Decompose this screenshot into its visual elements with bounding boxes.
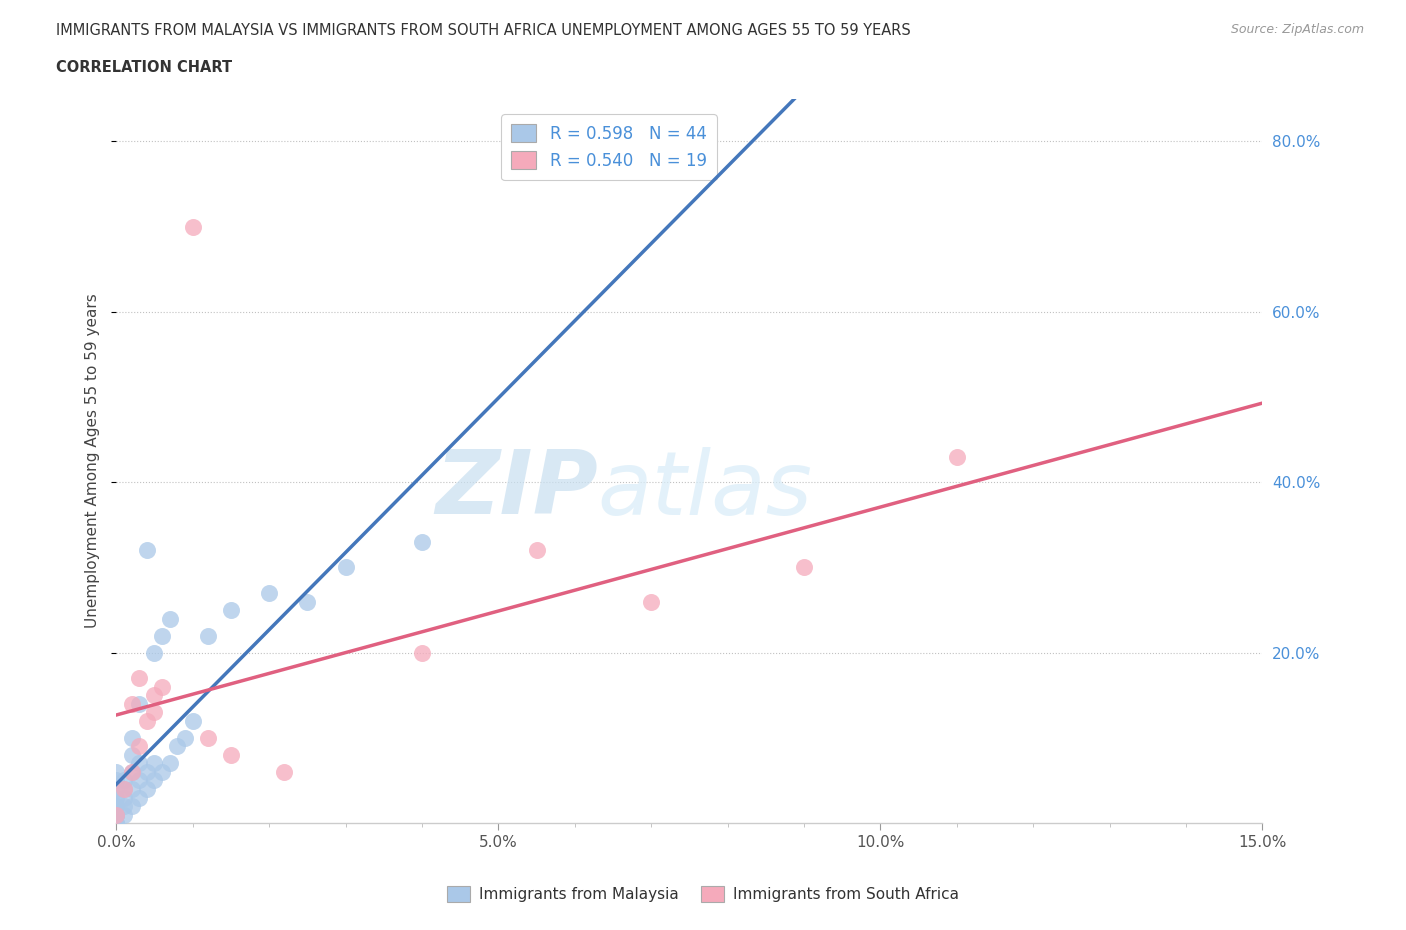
Legend: R = 0.598   N = 44, R = 0.540   N = 19: R = 0.598 N = 44, R = 0.540 N = 19 <box>502 114 717 179</box>
Point <box>150 628 173 643</box>
Point <box>105 799 128 814</box>
Point <box>135 764 157 779</box>
Legend: Immigrants from Malaysia, Immigrants from South Africa: Immigrants from Malaysia, Immigrants fro… <box>440 880 966 909</box>
Text: ZIP: ZIP <box>434 446 598 534</box>
Point <box>121 748 143 763</box>
Point <box>159 756 181 771</box>
Point <box>793 560 815 575</box>
Point <box>411 535 433 550</box>
Point <box>105 807 128 822</box>
Point <box>112 807 135 822</box>
Point <box>105 807 128 822</box>
Point <box>143 773 166 788</box>
Point <box>135 543 157 558</box>
Point <box>128 671 150 685</box>
Point <box>257 586 280 601</box>
Point <box>128 697 150 711</box>
Point <box>105 799 128 814</box>
Point <box>946 449 969 464</box>
Point <box>143 756 166 771</box>
Point <box>105 807 128 822</box>
Point <box>121 799 143 814</box>
Point <box>128 739 150 754</box>
Point <box>197 628 219 643</box>
Point <box>105 764 128 779</box>
Point <box>121 764 143 779</box>
Point <box>112 781 135 796</box>
Point <box>273 764 295 779</box>
Point <box>105 781 128 796</box>
Point <box>526 543 548 558</box>
Point <box>105 773 128 788</box>
Point <box>105 816 128 830</box>
Point <box>411 645 433 660</box>
Point <box>135 713 157 728</box>
Point <box>143 645 166 660</box>
Point <box>219 603 242 618</box>
Point <box>159 611 181 626</box>
Point <box>219 748 242 763</box>
Point <box>640 594 662 609</box>
Y-axis label: Unemployment Among Ages 55 to 59 years: Unemployment Among Ages 55 to 59 years <box>86 294 100 629</box>
Text: CORRELATION CHART: CORRELATION CHART <box>56 60 232 75</box>
Point <box>297 594 319 609</box>
Point <box>150 679 173 694</box>
Point <box>112 773 135 788</box>
Point <box>112 790 135 805</box>
Point <box>121 781 143 796</box>
Point <box>112 799 135 814</box>
Point <box>181 713 204 728</box>
Point <box>197 730 219 745</box>
Point <box>105 790 128 805</box>
Point <box>121 764 143 779</box>
Point <box>121 730 143 745</box>
Point <box>166 739 188 754</box>
Text: IMMIGRANTS FROM MALAYSIA VS IMMIGRANTS FROM SOUTH AFRICA UNEMPLOYMENT AMONG AGES: IMMIGRANTS FROM MALAYSIA VS IMMIGRANTS F… <box>56 23 911 38</box>
Point <box>105 816 128 830</box>
Point <box>128 790 150 805</box>
Text: atlas: atlas <box>598 447 813 533</box>
Point <box>121 697 143 711</box>
Text: Source: ZipAtlas.com: Source: ZipAtlas.com <box>1230 23 1364 36</box>
Point <box>112 781 135 796</box>
Point <box>174 730 197 745</box>
Point <box>143 705 166 720</box>
Point <box>105 807 128 822</box>
Point <box>335 560 357 575</box>
Point <box>135 781 157 796</box>
Point <box>128 756 150 771</box>
Point <box>143 688 166 703</box>
Point <box>150 764 173 779</box>
Point <box>128 773 150 788</box>
Point <box>181 219 204 234</box>
